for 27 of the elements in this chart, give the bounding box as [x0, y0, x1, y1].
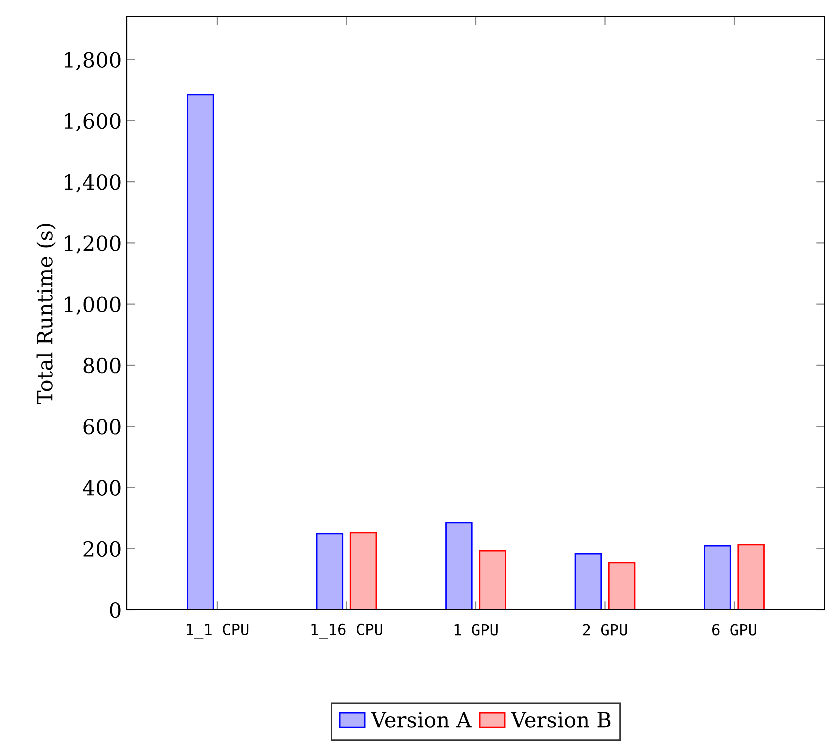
bar: [350, 532, 378, 610]
y-tick-label: 1,000: [65, 296, 121, 316]
bar: [574, 553, 602, 610]
x-tick-label: 1 GPU: [454, 624, 498, 636]
y-tick-label: 0: [110, 602, 121, 618]
y-tick-label: 1,400: [65, 174, 121, 193]
y-tick-label: 400: [83, 480, 121, 496]
bar: [446, 522, 473, 610]
bar: [608, 562, 636, 610]
bar: [704, 545, 732, 610]
x-tick-label: 1_16 CPU: [312, 624, 382, 639]
x-tick-label: 6 GPU: [712, 624, 756, 636]
bar: [316, 533, 344, 610]
y-tick-label: 1,600: [65, 113, 121, 132]
bar: [187, 94, 214, 610]
y-tick-label: 1,800: [65, 52, 121, 71]
y-tick-label: 1,200: [65, 236, 121, 254]
y-tick-label: 200: [84, 541, 121, 558]
y-tick-label: 800: [84, 358, 121, 374]
legend-label: Version A: [371, 712, 472, 728]
bar: [738, 544, 765, 610]
x-tick-label: 1_1 CPU: [187, 624, 249, 639]
bar: [479, 550, 506, 610]
x-tick-label: 2 GPU: [583, 624, 628, 636]
y-axis-title: Total Runtime (s): [36, 224, 56, 404]
legend-label: Version B: [511, 712, 611, 728]
y-tick-label: 600: [84, 419, 121, 435]
